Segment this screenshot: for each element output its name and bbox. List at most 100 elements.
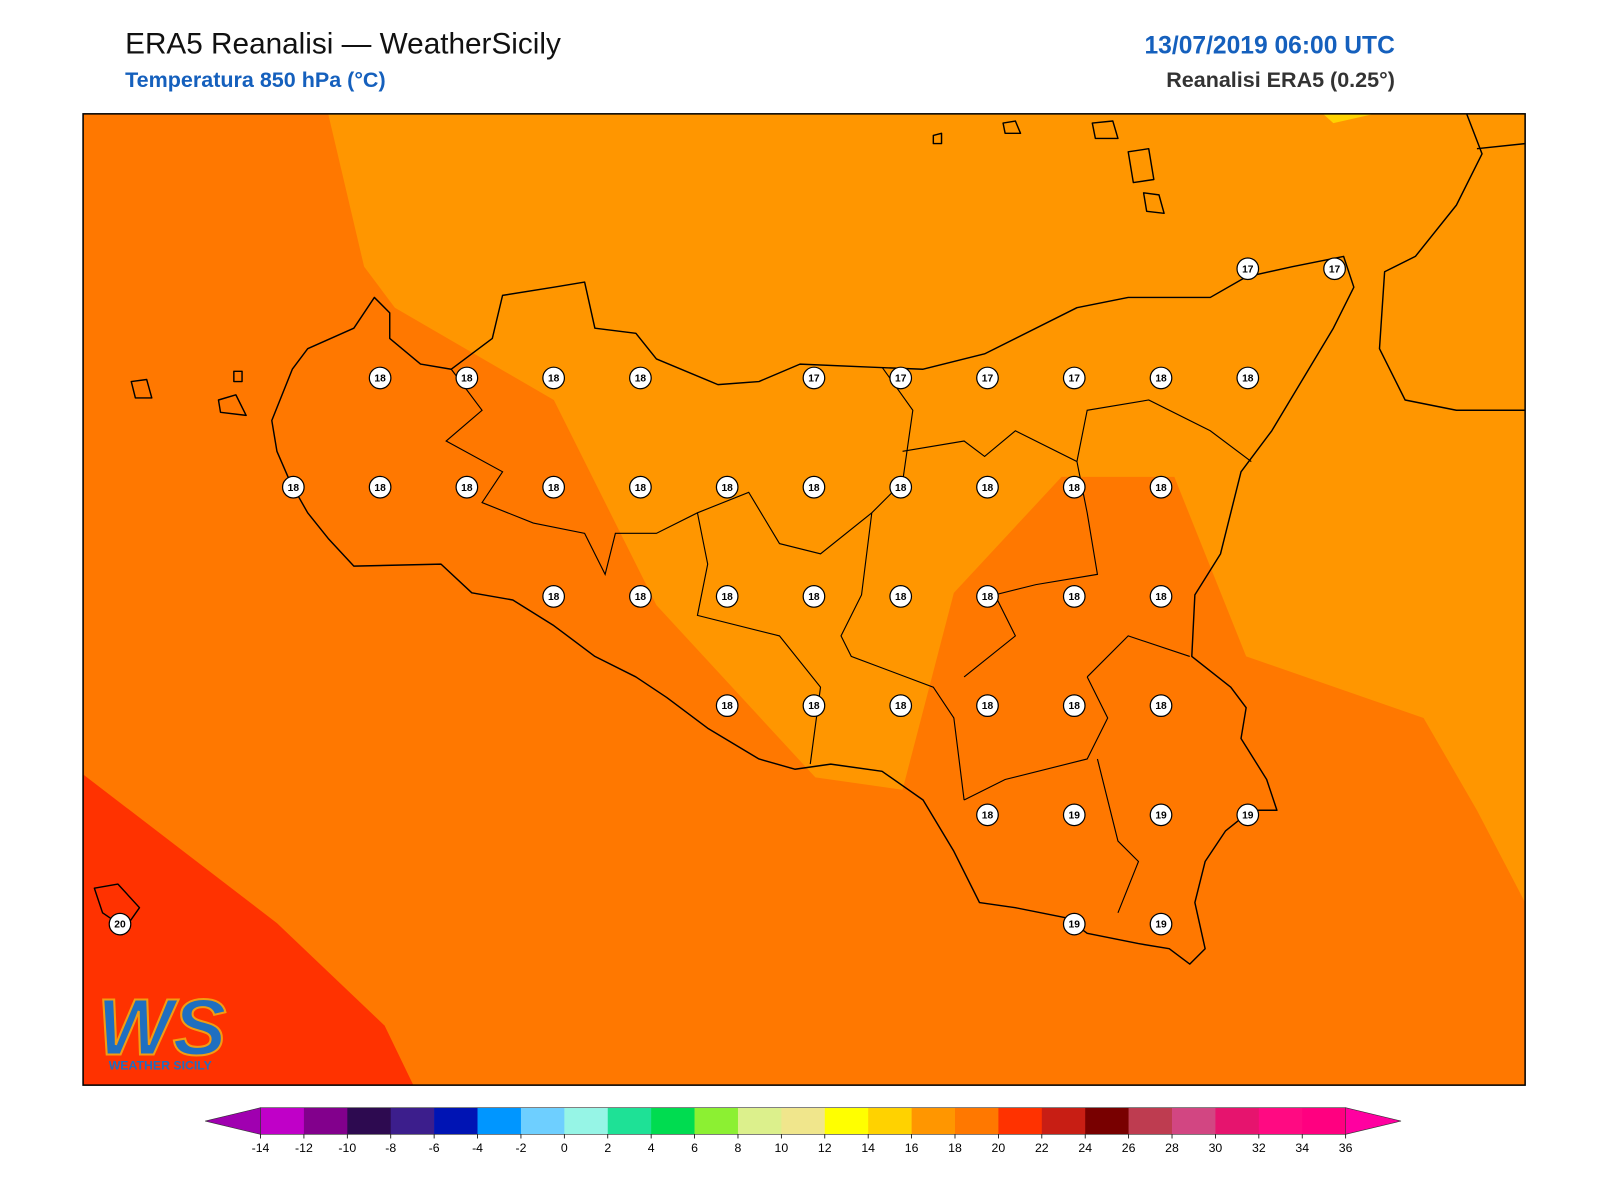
station-value: 18 bbox=[982, 810, 994, 821]
colorbar-label: 32 bbox=[1252, 1141, 1266, 1155]
station-marker bbox=[889, 585, 913, 608]
station-marker bbox=[1236, 366, 1260, 390]
coastline bbox=[1378, 113, 1526, 411]
colorbar-box bbox=[347, 1107, 392, 1135]
station: 18 bbox=[976, 694, 999, 718]
colorbar-box bbox=[954, 1107, 999, 1135]
station-marker bbox=[1149, 803, 1173, 827]
station: 18 bbox=[629, 366, 652, 390]
station-value: 18 bbox=[548, 483, 560, 494]
colorbar-label: -8 bbox=[385, 1141, 396, 1155]
colorbar-label: 2 bbox=[604, 1141, 611, 1155]
station: 18 bbox=[715, 475, 739, 499]
station-value: 17 bbox=[895, 374, 907, 385]
station-value: 18 bbox=[635, 374, 647, 385]
station-value: 19 bbox=[1069, 920, 1081, 931]
colorbar-box bbox=[911, 1107, 956, 1135]
logo: WS WEATHER SICILY bbox=[96, 981, 227, 1072]
station-value: 18 bbox=[1155, 483, 1167, 494]
station: 18 bbox=[976, 585, 999, 608]
station-value: 17 bbox=[1069, 374, 1081, 385]
station: 20 bbox=[108, 912, 132, 936]
station-value: 19 bbox=[1155, 920, 1167, 931]
colorbar-box bbox=[303, 1107, 348, 1135]
station: 18 bbox=[1149, 694, 1173, 718]
station: 18 bbox=[1062, 475, 1086, 499]
station-value: 18 bbox=[374, 374, 386, 385]
map-frame bbox=[82, 113, 1526, 1086]
colorbar-box bbox=[477, 1107, 522, 1135]
colorbar-box bbox=[564, 1107, 609, 1135]
station: 18 bbox=[889, 475, 913, 499]
colorbar-label: 26 bbox=[1122, 1141, 1136, 1155]
station-value: 18 bbox=[1155, 701, 1167, 712]
station: 17 bbox=[1062, 366, 1086, 390]
station-marker bbox=[629, 585, 652, 608]
station-value: 19 bbox=[1069, 810, 1081, 821]
field-band bbox=[1323, 113, 1375, 124]
station: 18 bbox=[281, 475, 305, 499]
station-value: 20 bbox=[114, 920, 126, 931]
station-marker bbox=[976, 585, 999, 608]
station: 18 bbox=[802, 694, 826, 718]
station-marker bbox=[802, 585, 826, 608]
station: 17 bbox=[889, 366, 913, 390]
station-value: 18 bbox=[1069, 701, 1081, 712]
colorbar-box bbox=[260, 1107, 305, 1135]
station-marker bbox=[802, 694, 826, 718]
station-marker bbox=[1323, 257, 1346, 281]
colorbar-label: 0 bbox=[561, 1141, 568, 1155]
station-marker bbox=[1236, 257, 1260, 281]
station-marker bbox=[1062, 912, 1086, 936]
station-value: 18 bbox=[808, 483, 820, 494]
station-marker bbox=[629, 366, 652, 390]
field-band bbox=[328, 113, 1526, 903]
station: 18 bbox=[368, 475, 392, 499]
colorbar-label: 6 bbox=[691, 1141, 698, 1155]
station: 18 bbox=[629, 585, 652, 608]
colorbar-label: -4 bbox=[472, 1141, 483, 1155]
source: Reanalisi ERA5 (0.25°) bbox=[1166, 68, 1395, 92]
colorbar-label: 8 bbox=[735, 1141, 742, 1155]
title: ERA5 Reanalisi — WeatherSicily bbox=[125, 27, 561, 60]
colorbar-box bbox=[651, 1107, 695, 1135]
station: 17 bbox=[1236, 257, 1260, 281]
station-marker bbox=[542, 475, 566, 499]
colorbar-box bbox=[1041, 1107, 1086, 1135]
colorbar-label: -12 bbox=[295, 1141, 313, 1155]
station: 19 bbox=[1149, 803, 1173, 827]
colorbar-label: 36 bbox=[1339, 1141, 1353, 1155]
colorbar-box bbox=[520, 1107, 565, 1135]
station: 18 bbox=[802, 475, 826, 499]
colorbar-box bbox=[781, 1107, 826, 1135]
station-value: 18 bbox=[1242, 374, 1254, 385]
colorbar-label: 22 bbox=[1035, 1141, 1049, 1155]
station-marker bbox=[715, 585, 739, 608]
station: 18 bbox=[715, 694, 739, 718]
station: 18 bbox=[1149, 366, 1173, 390]
colorbar-box bbox=[998, 1107, 1043, 1135]
station-value: 19 bbox=[1242, 810, 1254, 821]
colorbar-box bbox=[434, 1107, 478, 1135]
station-value: 18 bbox=[288, 483, 300, 494]
station: 19 bbox=[1062, 803, 1086, 827]
station-marker bbox=[1062, 475, 1086, 499]
colorbar-box bbox=[390, 1107, 435, 1135]
colorbar-label: -10 bbox=[338, 1141, 356, 1155]
colorbar-box bbox=[1258, 1107, 1303, 1135]
station-marker bbox=[542, 585, 566, 608]
station: 19 bbox=[1062, 912, 1086, 936]
station: 19 bbox=[1236, 803, 1260, 827]
field-band bbox=[83, 774, 414, 1086]
province-border bbox=[445, 366, 1252, 914]
station-value: 18 bbox=[374, 483, 386, 494]
station: 18 bbox=[976, 475, 999, 499]
station-value: 18 bbox=[895, 483, 907, 494]
station-marker bbox=[455, 366, 479, 390]
station-marker bbox=[1149, 366, 1173, 390]
station-value: 17 bbox=[1242, 264, 1254, 275]
island bbox=[93, 120, 1165, 929]
station-marker bbox=[1062, 803, 1086, 827]
station-marker bbox=[889, 694, 913, 718]
